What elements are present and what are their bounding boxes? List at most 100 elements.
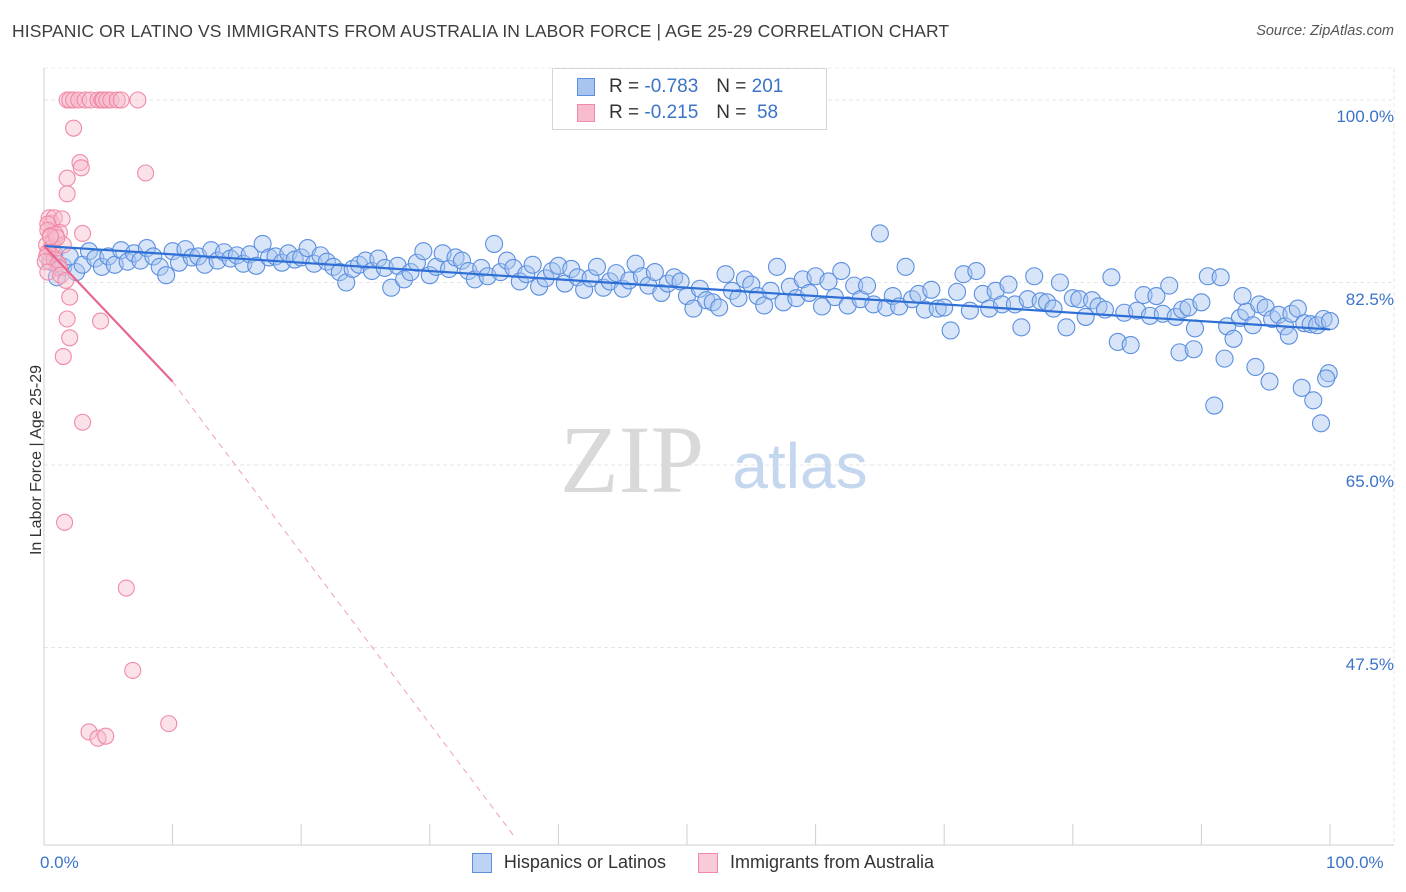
point-australia: [58, 169, 76, 187]
point-australia: [98, 91, 116, 109]
point-australia: [160, 715, 178, 733]
point-hispanics: [767, 257, 787, 276]
legend-r-value: -0.783: [644, 76, 699, 97]
point-hispanics: [1160, 276, 1179, 295]
point-hispanics: [652, 283, 671, 302]
point-hispanics: [497, 251, 517, 270]
legend-n-value: 58: [756, 102, 779, 123]
correlation-legend: R = -0.783 N = 201 R = -0.215 N = 58: [552, 68, 827, 130]
point-australia: [57, 271, 75, 289]
point-hispanics: [1184, 340, 1203, 359]
point-hispanics: [948, 282, 967, 301]
point-hispanics: [1279, 326, 1298, 345]
point-hispanics: [941, 321, 960, 340]
point-hispanics: [1173, 300, 1192, 319]
point-hispanics: [401, 263, 420, 282]
point-australia: [80, 723, 98, 741]
point-hispanics: [645, 263, 664, 282]
point-hispanics: [935, 298, 954, 317]
point-hispanics: [1102, 268, 1121, 287]
point-hispanics: [877, 298, 896, 317]
point-hispanics: [1233, 287, 1252, 306]
point-australia: [39, 263, 57, 281]
point-hispanics: [247, 256, 266, 275]
point-australia: [41, 228, 59, 246]
point-hispanics: [79, 242, 99, 261]
series-australia: [36, 91, 178, 747]
point-hispanics: [1224, 329, 1243, 348]
y-tick-label: 100.0%: [1336, 107, 1394, 126]
point-hispanics: [710, 298, 729, 317]
point-hispanics: [832, 261, 851, 281]
point-australia: [61, 288, 79, 306]
axes: [43, 68, 1394, 846]
legend-n-value: 201: [751, 76, 784, 97]
legend-n-label: N =: [716, 76, 747, 97]
watermark: ZIP atlas: [560, 406, 868, 513]
trend-lines: [43, 244, 1331, 836]
x-tick-label-max: 100.0%: [1326, 853, 1384, 872]
series-hispanics: [41, 224, 1340, 433]
y-tick-label: 65.0%: [1345, 472, 1394, 491]
legend-label-hispanics: Hispanics or Latinos: [503, 852, 667, 872]
legend-item-hispanics: Hispanics or Latinos: [471, 852, 667, 873]
point-australia: [137, 164, 155, 182]
point-hispanics: [812, 297, 832, 316]
point-hispanics: [857, 276, 877, 295]
point-hispanics: [1292, 378, 1311, 397]
point-hispanics: [285, 250, 304, 269]
point-hispanics: [1317, 369, 1336, 388]
point-hispanics: [1215, 349, 1234, 368]
point-australia: [65, 119, 83, 137]
source-label: Source: ZipAtlas.com: [1256, 23, 1394, 39]
point-hispanics: [1057, 318, 1076, 337]
point-australia: [74, 413, 92, 431]
point-australia: [89, 91, 107, 109]
point-hispanics: [922, 280, 941, 299]
point-hispanics: [1205, 396, 1224, 415]
legend-swatch-blue: [577, 78, 595, 96]
point-hispanics: [729, 289, 748, 308]
point-hispanics: [1070, 290, 1089, 309]
point-hispanics: [1304, 391, 1323, 410]
legend-item-australia: Immigrants from Australia: [698, 852, 934, 873]
point-hispanics: [157, 266, 176, 285]
series-legend: Hispanics or Latinos Immigrants from Aus…: [0, 852, 1406, 873]
legend-row-hispanics: R = -0.783 N = 201: [577, 74, 783, 100]
point-hispanics: [523, 255, 542, 274]
point-hispanics: [761, 281, 780, 300]
point-hispanics: [1044, 299, 1063, 318]
point-australia: [92, 312, 110, 330]
legend-n-label: N =: [716, 102, 747, 123]
point-hispanics: [1269, 305, 1288, 324]
point-australia: [52, 266, 70, 284]
point-hispanics: [742, 275, 761, 294]
chart-title: HISPANIC OR LATINO VS IMMIGRANTS FROM AU…: [12, 21, 950, 41]
point-hispanics: [1134, 285, 1153, 305]
trend-line-hispanics: [43, 244, 1331, 331]
point-hispanics: [999, 275, 1018, 294]
point-hispanics: [1246, 357, 1265, 377]
point-australia: [54, 347, 72, 366]
point-australia: [48, 229, 66, 247]
point-australia: [112, 91, 130, 109]
point-australia: [58, 310, 76, 328]
point-hispanics: [716, 265, 735, 284]
legend-swatch-blue: [471, 852, 492, 873]
point-australia: [108, 91, 126, 109]
point-hispanics: [1063, 289, 1082, 308]
point-hispanics: [1314, 309, 1333, 329]
point-hispanics: [870, 224, 889, 243]
point-hispanics: [1121, 336, 1140, 355]
point-hispanics: [1050, 273, 1069, 292]
point-australia: [36, 253, 54, 271]
point-australia: [74, 224, 92, 243]
watermark-atlas: atlas: [732, 430, 867, 502]
point-australia: [58, 185, 76, 203]
point-hispanics: [1147, 287, 1166, 306]
point-australia: [65, 91, 83, 109]
point-australia: [61, 329, 79, 347]
trend-line-australia: [43, 245, 174, 383]
legend-swatch-pink: [577, 104, 595, 122]
